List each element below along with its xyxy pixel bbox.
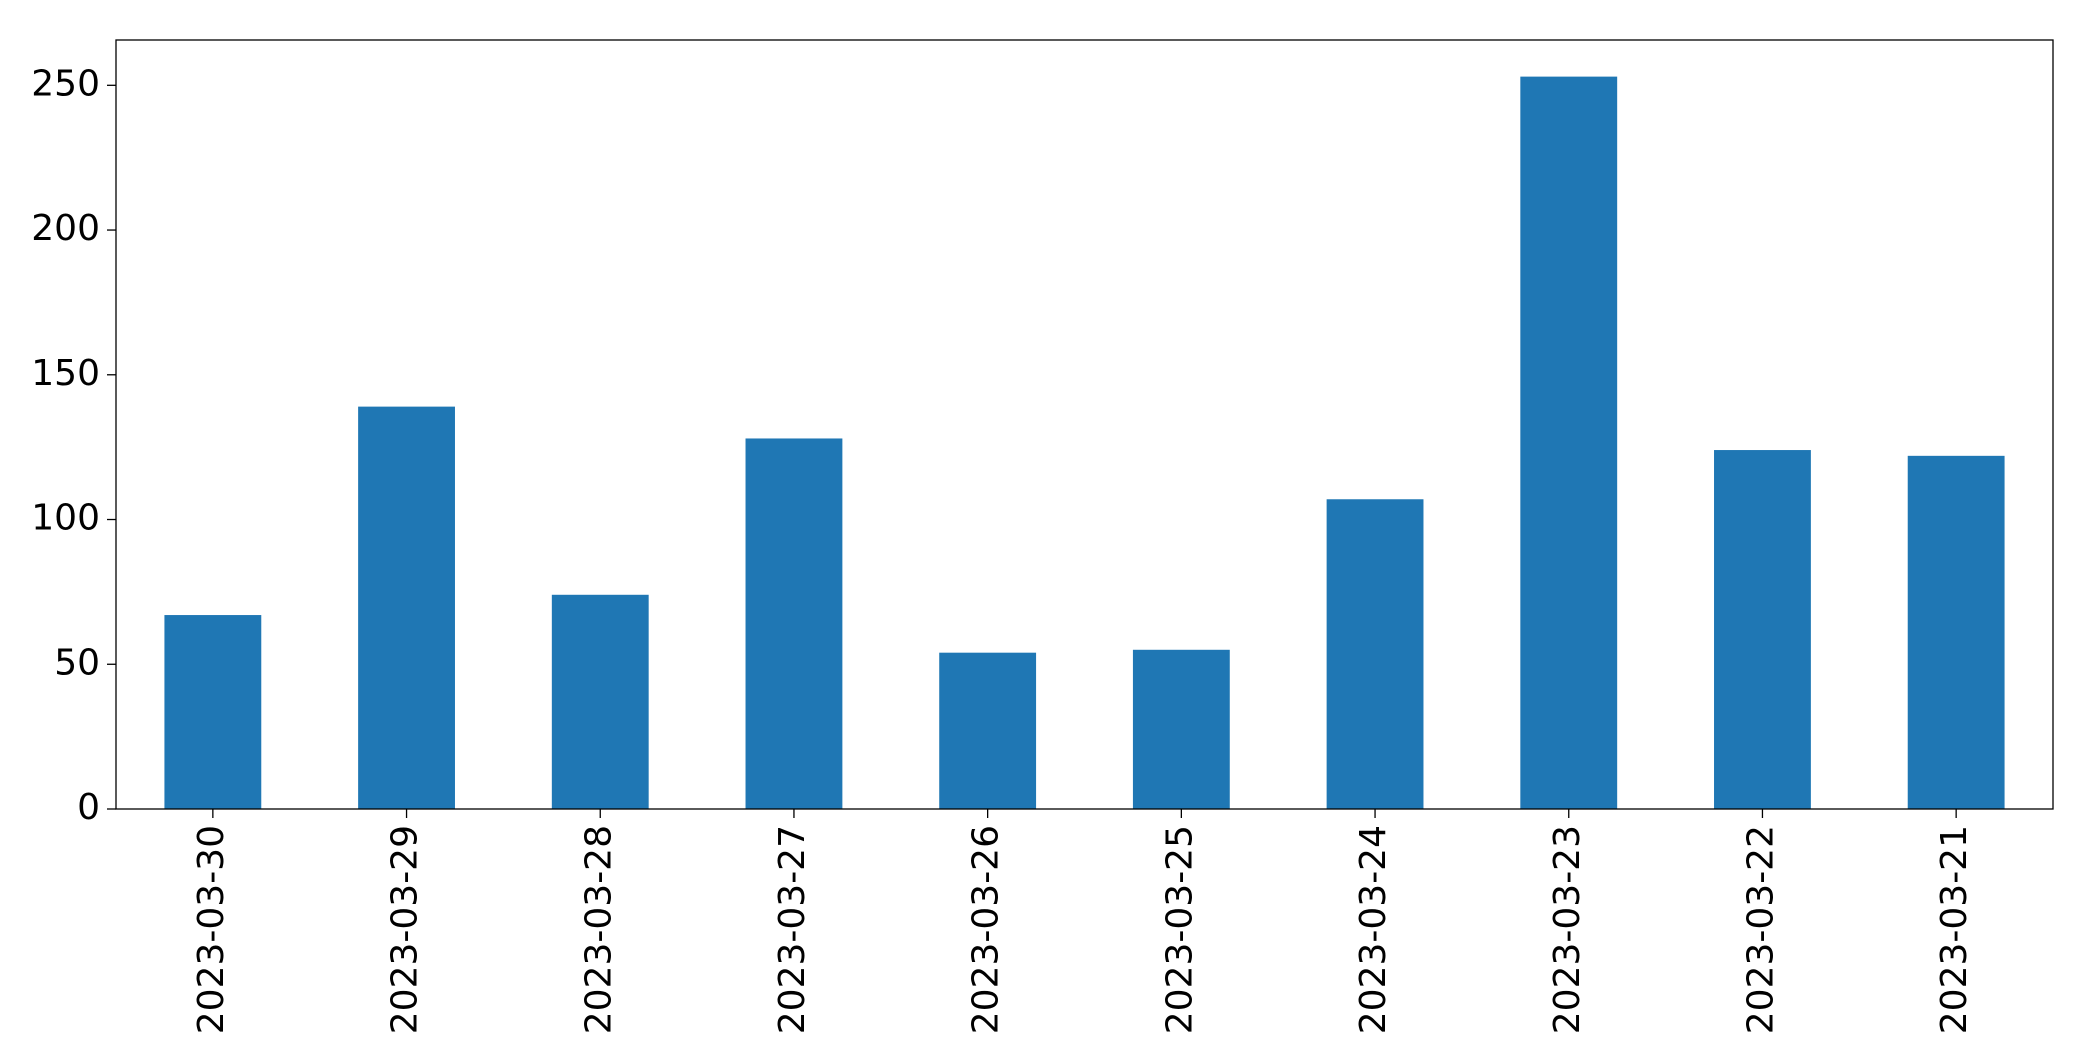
x-tick-label: 2023-03-29 bbox=[385, 825, 426, 1034]
y-tick-label: 150 bbox=[31, 353, 100, 394]
y-tick-label: 200 bbox=[31, 208, 100, 249]
x-tick-label: 2023-03-27 bbox=[772, 825, 813, 1034]
bar bbox=[1132, 649, 1230, 809]
x-tick-label: 2023-03-22 bbox=[1740, 825, 1781, 1034]
bar bbox=[745, 438, 843, 809]
bar bbox=[1520, 76, 1618, 810]
bar bbox=[358, 406, 455, 809]
bar bbox=[1907, 455, 2005, 809]
x-tick-label: 2023-03-24 bbox=[1353, 825, 1394, 1034]
plot-frame bbox=[115, 39, 2054, 810]
y-tick-label: 100 bbox=[31, 498, 100, 539]
x-tick-label: 2023-03-21 bbox=[1934, 825, 1975, 1034]
bar bbox=[551, 594, 649, 809]
x-tick-label: 2023-03-28 bbox=[578, 825, 619, 1034]
bar bbox=[939, 652, 1037, 809]
bar bbox=[164, 615, 262, 809]
bar bbox=[1326, 499, 1424, 809]
y-tick-label: 50 bbox=[54, 642, 100, 683]
y-tick-label: 250 bbox=[31, 63, 100, 104]
bar bbox=[1714, 450, 1811, 809]
x-tick-label: 2023-03-25 bbox=[1159, 825, 1200, 1034]
x-tick-label: 2023-03-23 bbox=[1547, 825, 1588, 1034]
x-tick-label: 2023-03-26 bbox=[966, 825, 1007, 1034]
x-tick-label: 2023-03-30 bbox=[191, 825, 232, 1034]
y-tick-label: 0 bbox=[77, 787, 100, 828]
